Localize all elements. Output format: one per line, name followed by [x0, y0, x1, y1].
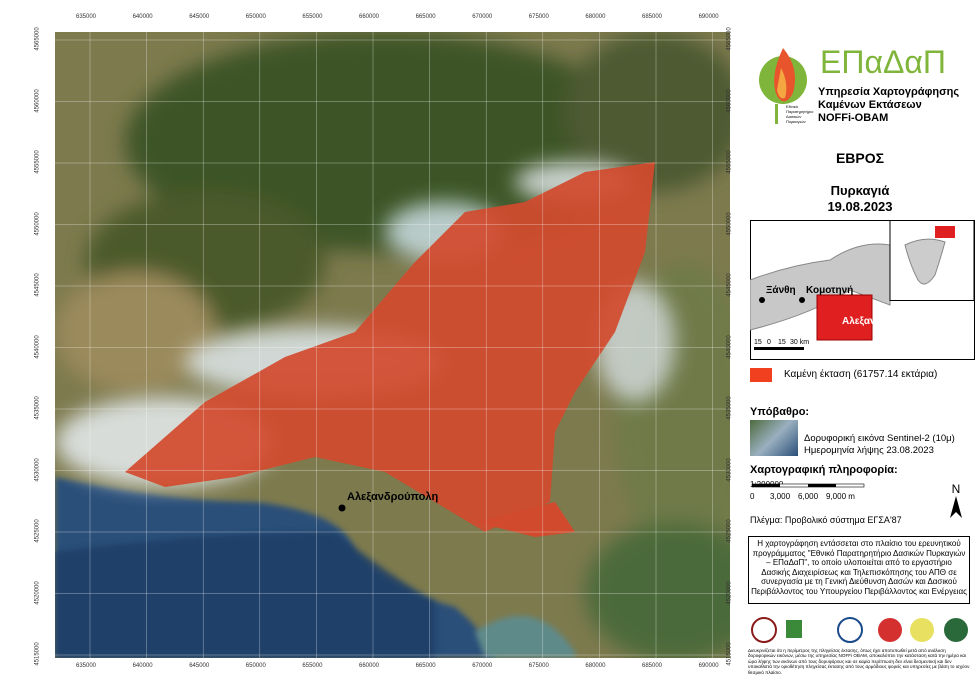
legend-label: Καμένη έκταση (61757.14 εκτάρια) — [784, 369, 938, 380]
y-grid-label: 4530000 — [34, 457, 41, 482]
x-grid-label: 650000 — [245, 14, 266, 20]
grid — [55, 32, 730, 658]
x-grid-label: 655000 — [302, 14, 323, 20]
scale-label: 9,000 m — [826, 492, 855, 501]
date: 19.08.2023 — [827, 199, 893, 214]
x-grid-label: 670000 — [472, 663, 493, 669]
logo-line: NOFFi-OBAM — [818, 112, 889, 124]
inset-label: Αλεξανδρούπολη — [842, 316, 925, 327]
inset-scale: 0 — [767, 339, 771, 346]
y-grid-label: 4525000 — [726, 519, 733, 543]
north-label: N — [951, 482, 961, 496]
basemap-info: Δορυφορική εικόνα Sentinel-2 (10μ) Ημερο… — [804, 433, 955, 457]
logo-icon — [759, 48, 807, 124]
y-grid-label: 4535000 — [726, 396, 733, 420]
x-grid-label: 645000 — [189, 14, 210, 20]
x-grid-label: 675000 — [528, 14, 549, 20]
basemap-line: Δορυφορική εικόνα Sentinel-2 (10μ) — [804, 433, 955, 444]
carto-title: Χαρτογραφική πληροφορία: — [750, 464, 898, 476]
x-grid-label: 660000 — [359, 14, 380, 20]
y-grid-label: 4550000 — [726, 211, 733, 236]
x-grid-label: 635000 — [76, 14, 97, 20]
y-grid-label: 4525000 — [34, 519, 41, 543]
y-grid-label: 4550000 — [34, 211, 41, 236]
inset-map: Ξάνθη Κομοτηνή Αλεξανδρούπολη 15 0 15 30… — [750, 220, 975, 360]
x-grid-label: 665000 — [415, 663, 436, 669]
note: Η χαρτογράφηση εντάσσεται στο πλαίσιο το… — [748, 536, 970, 604]
north-arrow: N — [944, 482, 968, 521]
y-grid-label: 4545000 — [34, 273, 41, 297]
partner-logos — [751, 617, 968, 643]
logo-line: Υπηρεσία Χαρτογράφησης — [818, 86, 960, 98]
north-arrow-icon — [950, 496, 962, 518]
burned-area-patch — [475, 502, 575, 537]
event: Πυρκαγιά — [830, 183, 890, 198]
y-grid-label: 4515000 — [726, 642, 733, 666]
disclaimer: Διευκρινίζεται ότι η περίμετρος της πληγ… — [748, 648, 970, 675]
x-grid-label: 685000 — [642, 14, 663, 20]
scale-label: 3,000 — [770, 492, 791, 501]
y-grid-label: 4555000 — [726, 150, 733, 174]
inset-scale: 30 km — [790, 339, 809, 346]
x-grid-label: 650000 — [245, 663, 266, 669]
x-grid-label: 680000 — [585, 663, 606, 669]
x-grid-label: 640000 — [132, 14, 153, 20]
y-grid-label: 4540000 — [726, 334, 733, 359]
y-grid-label: 4565000 — [726, 27, 733, 51]
x-grid-label: 670000 — [472, 14, 493, 20]
x-grid-label: 660000 — [359, 663, 380, 669]
logo-name: ΕΠαΔαΠ — [820, 44, 946, 80]
logo-line: Καμένων Εκτάσεων — [818, 99, 922, 111]
x-grid-label: 655000 — [302, 663, 323, 669]
x-grid-label: 645000 — [189, 663, 210, 669]
x-grid-label: 640000 — [132, 663, 153, 669]
x-grid-label: 690000 — [698, 663, 719, 669]
deep-sea — [55, 532, 435, 658]
y-grid-label: 4560000 — [34, 88, 41, 113]
x-grid-label: 665000 — [415, 14, 436, 20]
basemap-title: Υπόβαθρο: — [750, 406, 810, 418]
scale-label: 0 — [750, 492, 755, 501]
y-grid-label: 4530000 — [726, 457, 733, 482]
x-grid-label: 690000 — [698, 14, 719, 20]
x-grid-label: 675000 — [528, 663, 549, 669]
logo-lines: Υπηρεσία Χαρτογράφησης Καμένων Εκτάσεων … — [818, 86, 959, 125]
x-grid-label: 685000 — [642, 663, 663, 669]
inset-scale: 15 — [778, 339, 786, 346]
x-grid-label: 635000 — [76, 663, 97, 669]
region: ΕΒΡΟΣ — [835, 150, 885, 166]
y-grid-label: 4565000 — [34, 27, 41, 51]
scale-bar — [751, 483, 865, 488]
grid-note: Πλέγμα: Προβολικό σύστημα ΕΓΣΑ'87 — [750, 515, 902, 525]
y-grid-label: 4535000 — [34, 396, 41, 420]
y-grid-label: 4515000 — [34, 642, 41, 666]
logo-small-text: Εθνικό Παρατηρητήριο Δασικών Πυρκαγιών — [786, 104, 814, 124]
inset-label: Ξάνθη — [766, 285, 796, 296]
basemap-thumb — [750, 420, 798, 456]
y-grid-label: 4555000 — [34, 150, 41, 174]
city-label: Αλεξανδρούπολη — [347, 491, 438, 503]
inset-scale: 15 — [754, 339, 762, 346]
y-grid-label: 4540000 — [34, 334, 41, 359]
y-grid-label: 4520000 — [726, 580, 733, 605]
y-grid-label: 4560000 — [726, 88, 733, 113]
basemap-line: Ημερομηνία λήψης 23.08.2023 — [804, 445, 934, 456]
y-grid-label: 4545000 — [726, 273, 733, 297]
scale-label: 6,000 — [798, 492, 819, 501]
y-grid-label: 4520000 — [34, 580, 41, 605]
x-grid-label: 680000 — [585, 14, 606, 20]
satellite-map: Αλεξανδρούπολη — [55, 32, 730, 658]
inset-label: Κομοτηνή — [806, 285, 853, 296]
burned-area — [125, 162, 655, 532]
city-point — [338, 504, 346, 512]
delta — [475, 616, 575, 658]
legend-swatch — [750, 368, 772, 382]
